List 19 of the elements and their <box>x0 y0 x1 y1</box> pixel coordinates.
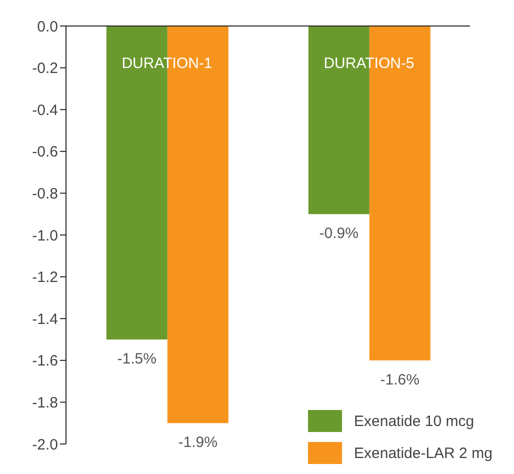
data-label: -0.9% <box>319 225 358 242</box>
y-tick-label: -1.6 <box>32 352 58 370</box>
data-label: -1.6% <box>380 371 420 388</box>
data-label: -1.5% <box>117 350 156 368</box>
x-tick-label: DURATION-5 <box>324 55 414 72</box>
data-label: -1.9% <box>178 434 218 452</box>
y-tick-label: -0.2 <box>32 60 58 78</box>
y-tick-label: -1.2 <box>32 269 58 286</box>
legend-label: Exenatide 10 mcg <box>354 412 474 430</box>
y-tick-label: -1.8 <box>32 394 58 412</box>
y-tick-label: -1.4 <box>32 310 58 328</box>
legend-label: Exenatide-LAR 2 mg <box>354 444 492 462</box>
y-tick-label: -1.0 <box>32 227 58 244</box>
y-tick-label: -0.8 <box>32 186 58 203</box>
y-tick-label: 0.0 <box>37 18 58 36</box>
y-tick-label: -2.0 <box>32 436 58 454</box>
y-tick-label: -0.4 <box>32 102 58 119</box>
y-tick-label: -0.6 <box>32 144 58 161</box>
x-tick-label: DURATION-1 <box>122 55 212 72</box>
